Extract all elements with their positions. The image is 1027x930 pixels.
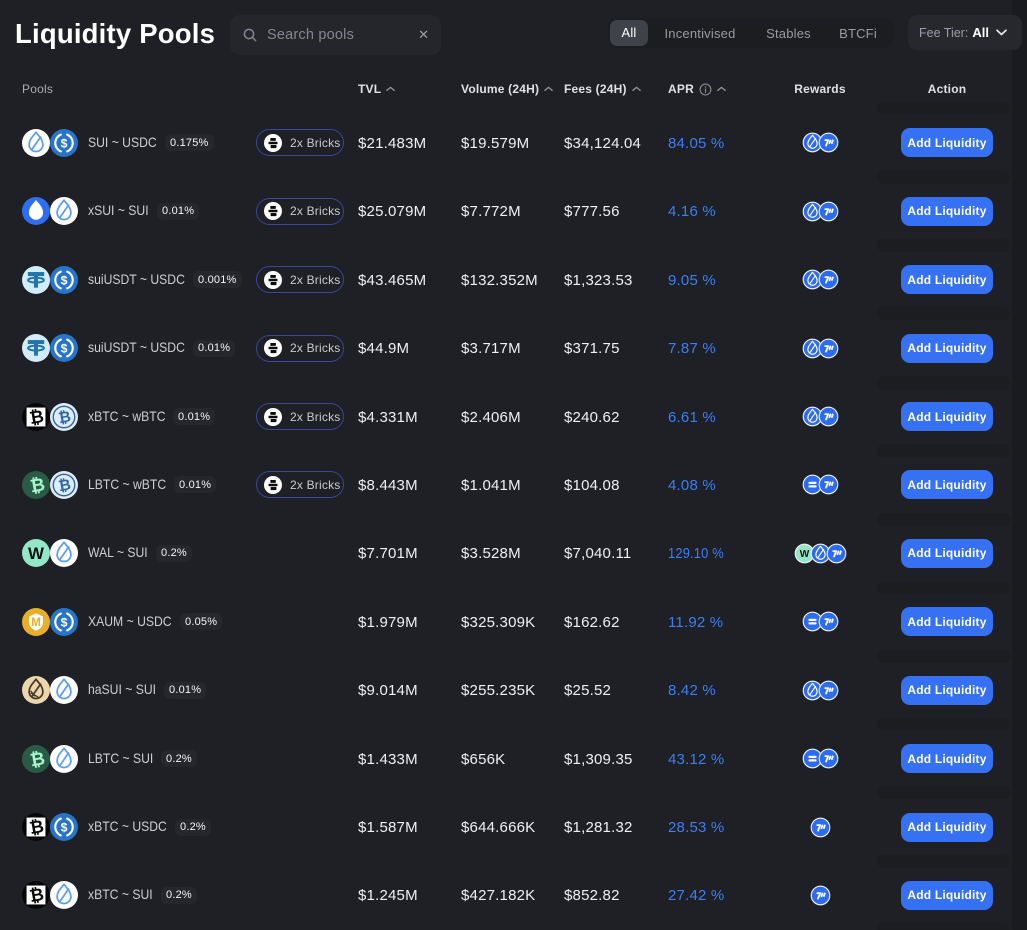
svg-text:₿: ₿ xyxy=(28,405,46,427)
svg-text:W: W xyxy=(799,549,809,560)
svg-text:₿: ₿ xyxy=(28,884,46,906)
svg-text:₿: ₿ xyxy=(28,816,46,838)
svg-text:$: $ xyxy=(61,273,68,287)
svg-text:W: W xyxy=(28,544,44,563)
svg-text:$: $ xyxy=(61,615,68,629)
svg-text:₿: ₿ xyxy=(57,408,72,427)
svg-text:₿: ₿ xyxy=(28,748,46,770)
svg-text:₿: ₿ xyxy=(28,474,46,496)
svg-text:$: $ xyxy=(61,136,68,150)
svg-text:$: $ xyxy=(61,821,68,835)
svg-text:M: M xyxy=(31,616,41,629)
svg-text:$: $ xyxy=(61,342,68,356)
svg-text:₿: ₿ xyxy=(57,476,72,495)
